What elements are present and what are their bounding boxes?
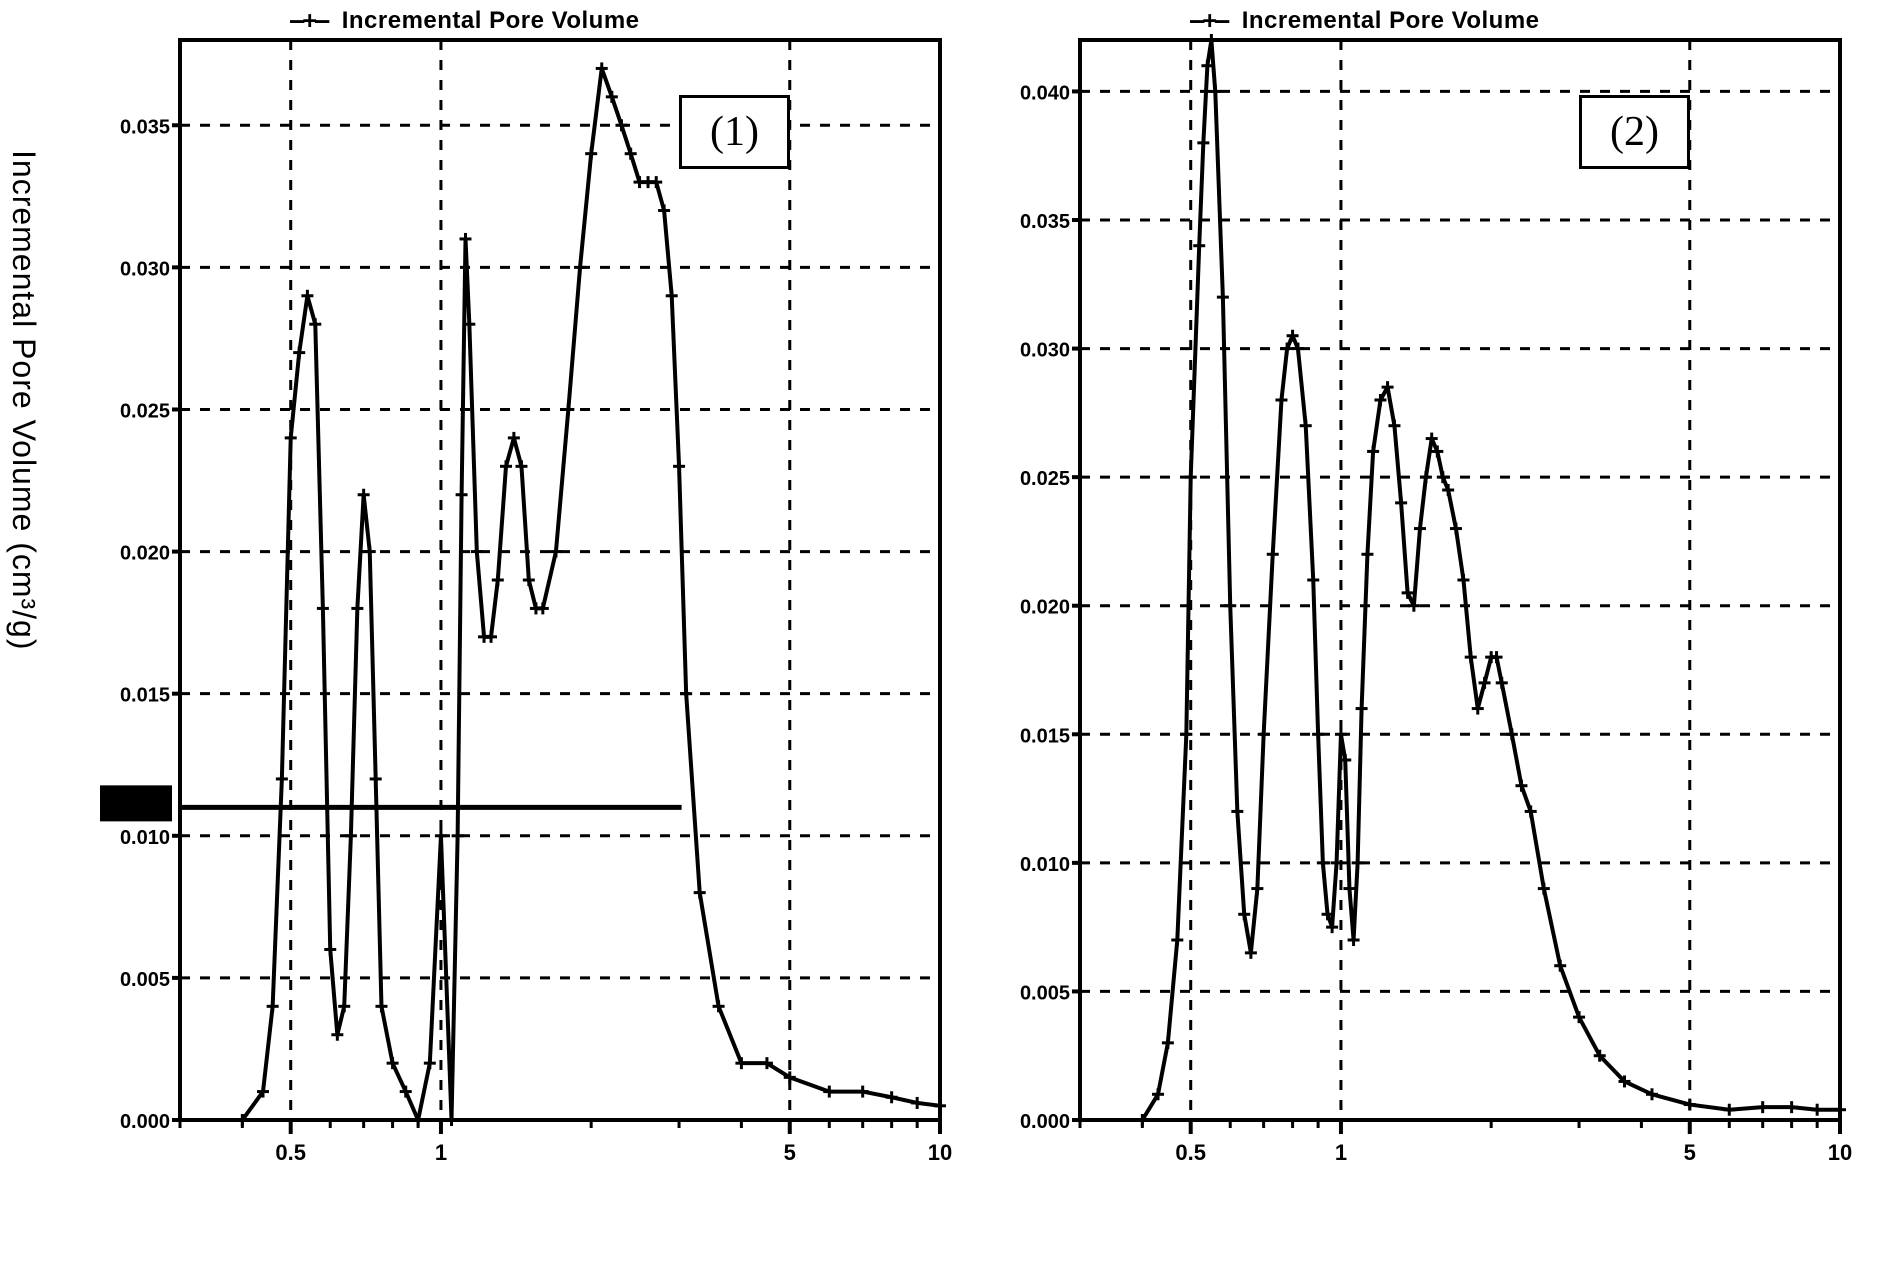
svg-text:0.015: 0.015 xyxy=(1020,725,1070,747)
svg-text:0.020: 0.020 xyxy=(120,543,170,565)
svg-text:0.035: 0.035 xyxy=(120,116,170,138)
svg-text:0.030: 0.030 xyxy=(1020,340,1070,362)
svg-text:0.000: 0.000 xyxy=(1020,1111,1070,1133)
chart-row: —+— Incremental Pore Volume 0.0000.0050.… xyxy=(60,0,1860,1180)
svg-text:0.025: 0.025 xyxy=(1020,468,1070,490)
svg-text:0.005: 0.005 xyxy=(120,969,170,991)
svg-text:0.005: 0.005 xyxy=(1020,982,1070,1004)
chart-panel-1: —+— Incremental Pore Volume 0.0000.0050.… xyxy=(60,0,960,1180)
chart-1-svg: 0.000 0.005 0.010 0.015 0.020 0.025 0.030 0.035… xyxy=(60,0,960,1180)
svg-text:0.5: 0.5 xyxy=(1175,1140,1206,1165)
svg-text:0.030: 0.030 xyxy=(120,258,170,280)
legend-marker-icon: —+— xyxy=(1190,6,1227,34)
svg-text:1: 1 xyxy=(435,1140,447,1165)
svg-text:10: 10 xyxy=(1828,1140,1852,1165)
svg-text:5: 5 xyxy=(784,1140,796,1165)
svg-text:0.020: 0.020 xyxy=(1020,597,1070,619)
svg-text:0.035: 0.035 xyxy=(1020,211,1070,233)
legend-text: Incremental Pore Volume xyxy=(342,7,640,34)
legend-marker-icon: —+— xyxy=(290,6,327,34)
chart-panel-2: —+— Incremental Pore Volume 0.0000.0050.… xyxy=(960,0,1860,1180)
svg-text:0.000: 0.000 xyxy=(120,1111,170,1133)
panel-2-badge: (2) xyxy=(1579,95,1690,169)
svg-text:0.025: 0.025 xyxy=(120,400,170,422)
svg-text:0.5: 0.5 xyxy=(275,1140,306,1165)
svg-text:1: 1 xyxy=(1335,1140,1347,1165)
chart-2-legend: —+— Incremental Pore Volume xyxy=(1190,6,1540,35)
svg-text:5: 5 xyxy=(1684,1140,1696,1165)
svg-text:0.010: 0.010 xyxy=(1020,854,1070,876)
y-axis-label: Incremental Pore Volume (cm³/g) xyxy=(5,150,42,651)
page-root: Incremental Pore Volume (cm³/g) —+— Incr… xyxy=(0,0,1896,1267)
panel-1-badge: (1) xyxy=(679,95,790,169)
svg-text:0.015: 0.015 xyxy=(120,685,170,707)
chart-1-legend: —+— Incremental Pore Volume xyxy=(290,6,640,35)
svg-text:0.040: 0.040 xyxy=(1020,82,1070,104)
legend-text: Incremental Pore Volume xyxy=(1242,7,1540,34)
svg-text:0.010: 0.010 xyxy=(120,827,170,849)
svg-text:10: 10 xyxy=(928,1140,952,1165)
chart-2-svg: 0.000 0.005 0.010 0.015 0.020 0.025 0.030 0.035… xyxy=(960,0,1860,1180)
